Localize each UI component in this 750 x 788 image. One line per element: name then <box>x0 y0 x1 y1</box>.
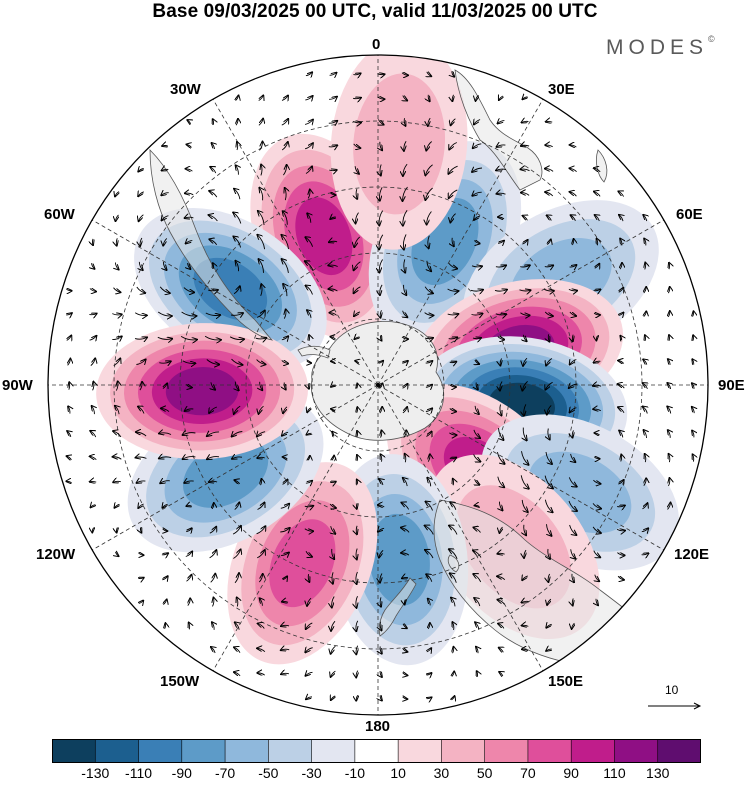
lon-label-60e: 60E <box>676 206 703 223</box>
tasmania <box>447 554 460 573</box>
colorbar-tick-label: -30 <box>301 765 322 781</box>
colorbar-swatch <box>441 739 486 763</box>
colorbar-tick-label: 110 <box>603 765 626 781</box>
colorbar-swatch <box>138 739 183 763</box>
colorbar-swatch <box>657 739 701 763</box>
lon-label-120e: 120E <box>674 546 710 563</box>
lon-label-180: 180 <box>365 718 391 735</box>
lon-label-30w: 30W <box>170 81 201 98</box>
lon-label-60w: 60W <box>44 206 75 223</box>
colorbar-swatch <box>52 739 96 763</box>
lon-label-150w: 150W <box>160 673 200 690</box>
colorbar-swatch <box>225 739 269 763</box>
lon-label-90e: 90E <box>718 377 745 394</box>
brand-logo: MODES© <box>606 34 715 60</box>
map-title: Base 09/03/2025 00 UTC, valid 11/03/2025… <box>152 1 598 22</box>
colorbar-tick-label: 70 <box>520 765 536 781</box>
brand-mark: © <box>708 34 715 44</box>
colorbar-swatch <box>95 739 140 763</box>
reference-vector-arrow <box>648 702 702 710</box>
colorbar-tick-label: 50 <box>476 765 493 781</box>
pos-south-atlantic-far <box>330 55 468 250</box>
lon-label-0: 0 <box>372 36 381 53</box>
colorbar-tick-label: -70 <box>214 765 236 781</box>
colorbar-tick-label: 30 <box>433 765 450 781</box>
colorbar-swatch <box>614 739 659 763</box>
colorbar-tick-label: 10 <box>390 765 406 781</box>
colorbar-swatch <box>268 739 313 763</box>
reference-vector-label: 10 <box>665 683 679 697</box>
wind-vectors <box>66 71 694 700</box>
colorbar-tick-label: 130 <box>646 765 670 781</box>
colorbar-swatch <box>398 739 442 763</box>
colorbar <box>52 739 701 763</box>
south-america <box>149 149 274 341</box>
lon-label-150e: 150E <box>548 673 584 690</box>
colorbar-tick-label: -10 <box>344 765 365 781</box>
colorbar-swatch <box>484 739 529 763</box>
lon-label-30e: 30E <box>548 81 575 98</box>
brand-name: MODES <box>606 36 709 59</box>
lon-label-120w: 120W <box>36 546 76 563</box>
colorbar-swatch <box>571 739 615 763</box>
colorbar-swatch <box>181 739 226 763</box>
south-pole-marker <box>376 383 380 387</box>
colorbar-tick-label: 90 <box>563 765 579 781</box>
colorbar-tick-label: -50 <box>258 765 279 781</box>
map-boundary <box>47 54 709 716</box>
colorbar-swatch <box>354 739 399 763</box>
colorbar-tick-label: -90 <box>171 765 192 781</box>
antarctic-peninsula <box>297 345 331 359</box>
colorbar-labels: -130 -110 -90 -70 -50 -30 -10 10 30 50 70 90 110 130 <box>0 765 750 783</box>
lon-label-90w: 90W <box>2 377 33 394</box>
colorbar-swatch <box>527 739 572 763</box>
madagascar <box>596 149 608 183</box>
colorbar-tick-label: -110 <box>125 765 153 781</box>
colorbar-tick-label: -130 <box>81 765 110 781</box>
colorbar-swatch <box>311 739 356 763</box>
